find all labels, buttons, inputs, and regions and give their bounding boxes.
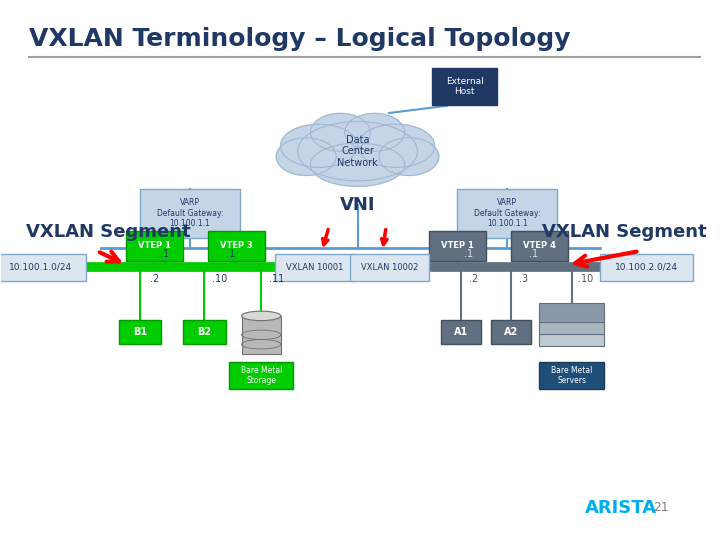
Text: Bare Metal
Servers: Bare Metal Servers	[551, 366, 593, 385]
Text: 21: 21	[653, 501, 669, 514]
Text: .2: .2	[469, 274, 478, 284]
Text: .1: .1	[464, 249, 472, 259]
FancyBboxPatch shape	[276, 254, 354, 281]
FancyBboxPatch shape	[208, 231, 265, 260]
Text: VXLAN 10002: VXLAN 10002	[361, 263, 418, 272]
Text: VTEP 1: VTEP 1	[138, 241, 171, 250]
Text: 10.100.1.0/24: 10.100.1.0/24	[9, 263, 72, 272]
Text: External
Host: External Host	[446, 77, 483, 96]
Text: .1: .1	[529, 249, 539, 259]
Text: .10: .10	[212, 274, 228, 284]
Text: VNI: VNI	[340, 196, 375, 214]
Ellipse shape	[297, 122, 418, 181]
FancyBboxPatch shape	[229, 362, 293, 389]
Text: ARISTA: ARISTA	[585, 498, 657, 517]
Ellipse shape	[281, 124, 358, 167]
FancyBboxPatch shape	[126, 231, 183, 260]
Text: B1: B1	[133, 327, 147, 337]
Text: VARP
Default Gateway:
10.100.1.1: VARP Default Gateway: 10.100.1.1	[474, 198, 541, 228]
FancyBboxPatch shape	[183, 320, 225, 345]
Text: Bare Metal
Storage: Bare Metal Storage	[240, 366, 282, 385]
FancyBboxPatch shape	[457, 189, 557, 238]
FancyBboxPatch shape	[140, 189, 240, 238]
Text: .3: .3	[519, 274, 528, 284]
FancyBboxPatch shape	[433, 68, 497, 105]
Text: VTEP 1: VTEP 1	[441, 241, 474, 250]
Text: VXLAN Terminology – Logical Topology: VXLAN Terminology – Logical Topology	[30, 27, 571, 51]
Text: VXLAN Segment: VXLAN Segment	[26, 223, 191, 241]
Text: B2: B2	[197, 327, 211, 337]
Ellipse shape	[310, 143, 405, 186]
Text: VXLAN 10001: VXLAN 10001	[286, 263, 343, 272]
FancyBboxPatch shape	[511, 231, 568, 260]
FancyBboxPatch shape	[441, 320, 480, 345]
Ellipse shape	[242, 311, 281, 321]
Ellipse shape	[358, 124, 435, 167]
Text: Data
Center
Network: Data Center Network	[337, 134, 378, 168]
Bar	[242, 316, 281, 354]
Text: .10: .10	[578, 274, 593, 284]
Ellipse shape	[379, 138, 439, 176]
FancyBboxPatch shape	[491, 320, 531, 345]
Text: A2: A2	[504, 327, 518, 337]
FancyBboxPatch shape	[351, 254, 429, 281]
Bar	[539, 327, 603, 346]
FancyBboxPatch shape	[429, 231, 486, 260]
Bar	[539, 315, 603, 334]
FancyBboxPatch shape	[539, 362, 603, 389]
Text: VXLAN Segment: VXLAN Segment	[542, 223, 707, 241]
Text: 10.100.2.0/24: 10.100.2.0/24	[615, 263, 678, 272]
Ellipse shape	[276, 138, 336, 176]
Text: VARP
Default Gateway:
10.100.1.1: VARP Default Gateway: 10.100.1.1	[157, 198, 223, 228]
Text: .1: .1	[161, 249, 169, 259]
Ellipse shape	[345, 113, 405, 151]
Text: .11: .11	[269, 274, 284, 284]
Bar	[539, 303, 603, 322]
Text: VTEP 3: VTEP 3	[220, 241, 253, 250]
Text: .2: .2	[150, 274, 159, 284]
Text: A1: A1	[454, 327, 468, 337]
Ellipse shape	[310, 113, 370, 151]
FancyBboxPatch shape	[0, 254, 86, 281]
FancyBboxPatch shape	[600, 254, 693, 281]
Text: VTEP 4: VTEP 4	[523, 241, 556, 250]
FancyBboxPatch shape	[119, 320, 161, 345]
Text: .1: .1	[226, 249, 235, 259]
